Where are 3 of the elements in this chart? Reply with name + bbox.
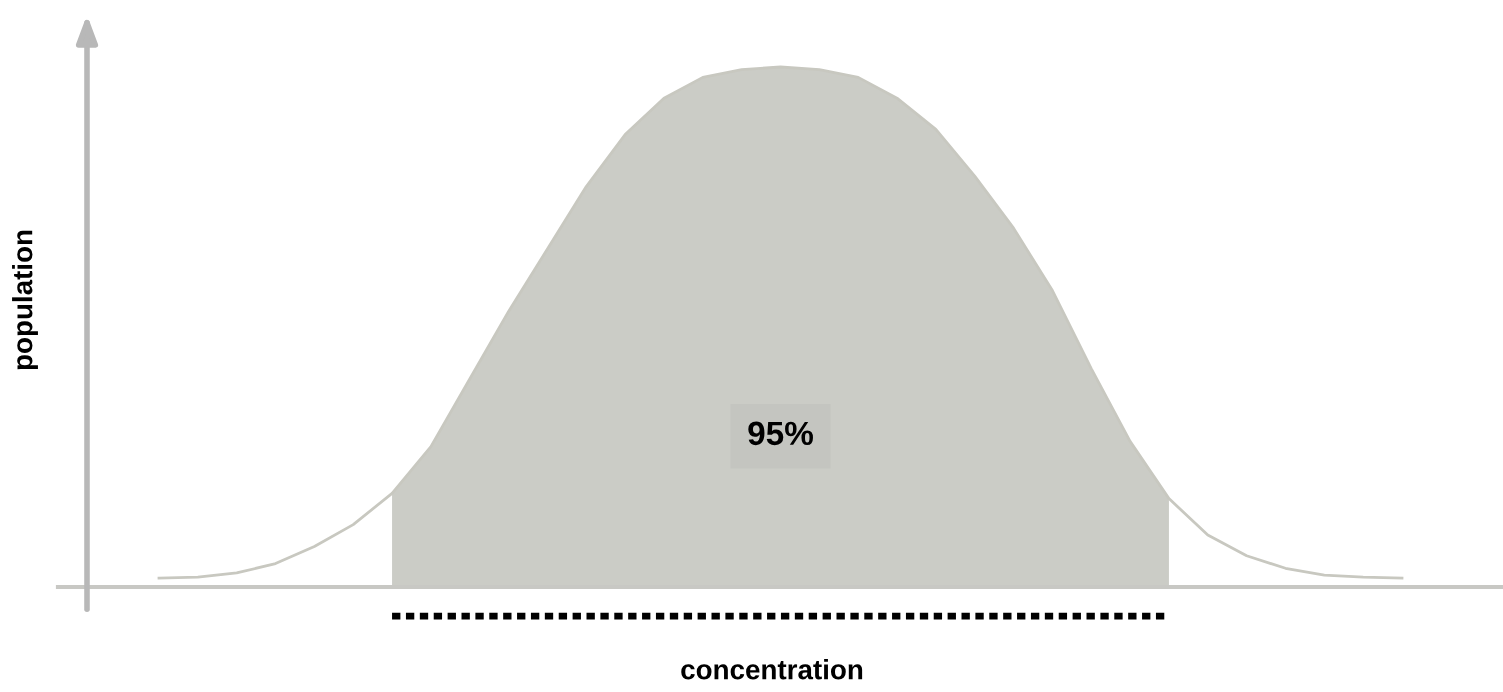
x-axis-title: concentration bbox=[681, 659, 863, 680]
y-axis-title: population bbox=[12, 230, 38, 370]
annotation: 95% bbox=[748, 421, 813, 446]
